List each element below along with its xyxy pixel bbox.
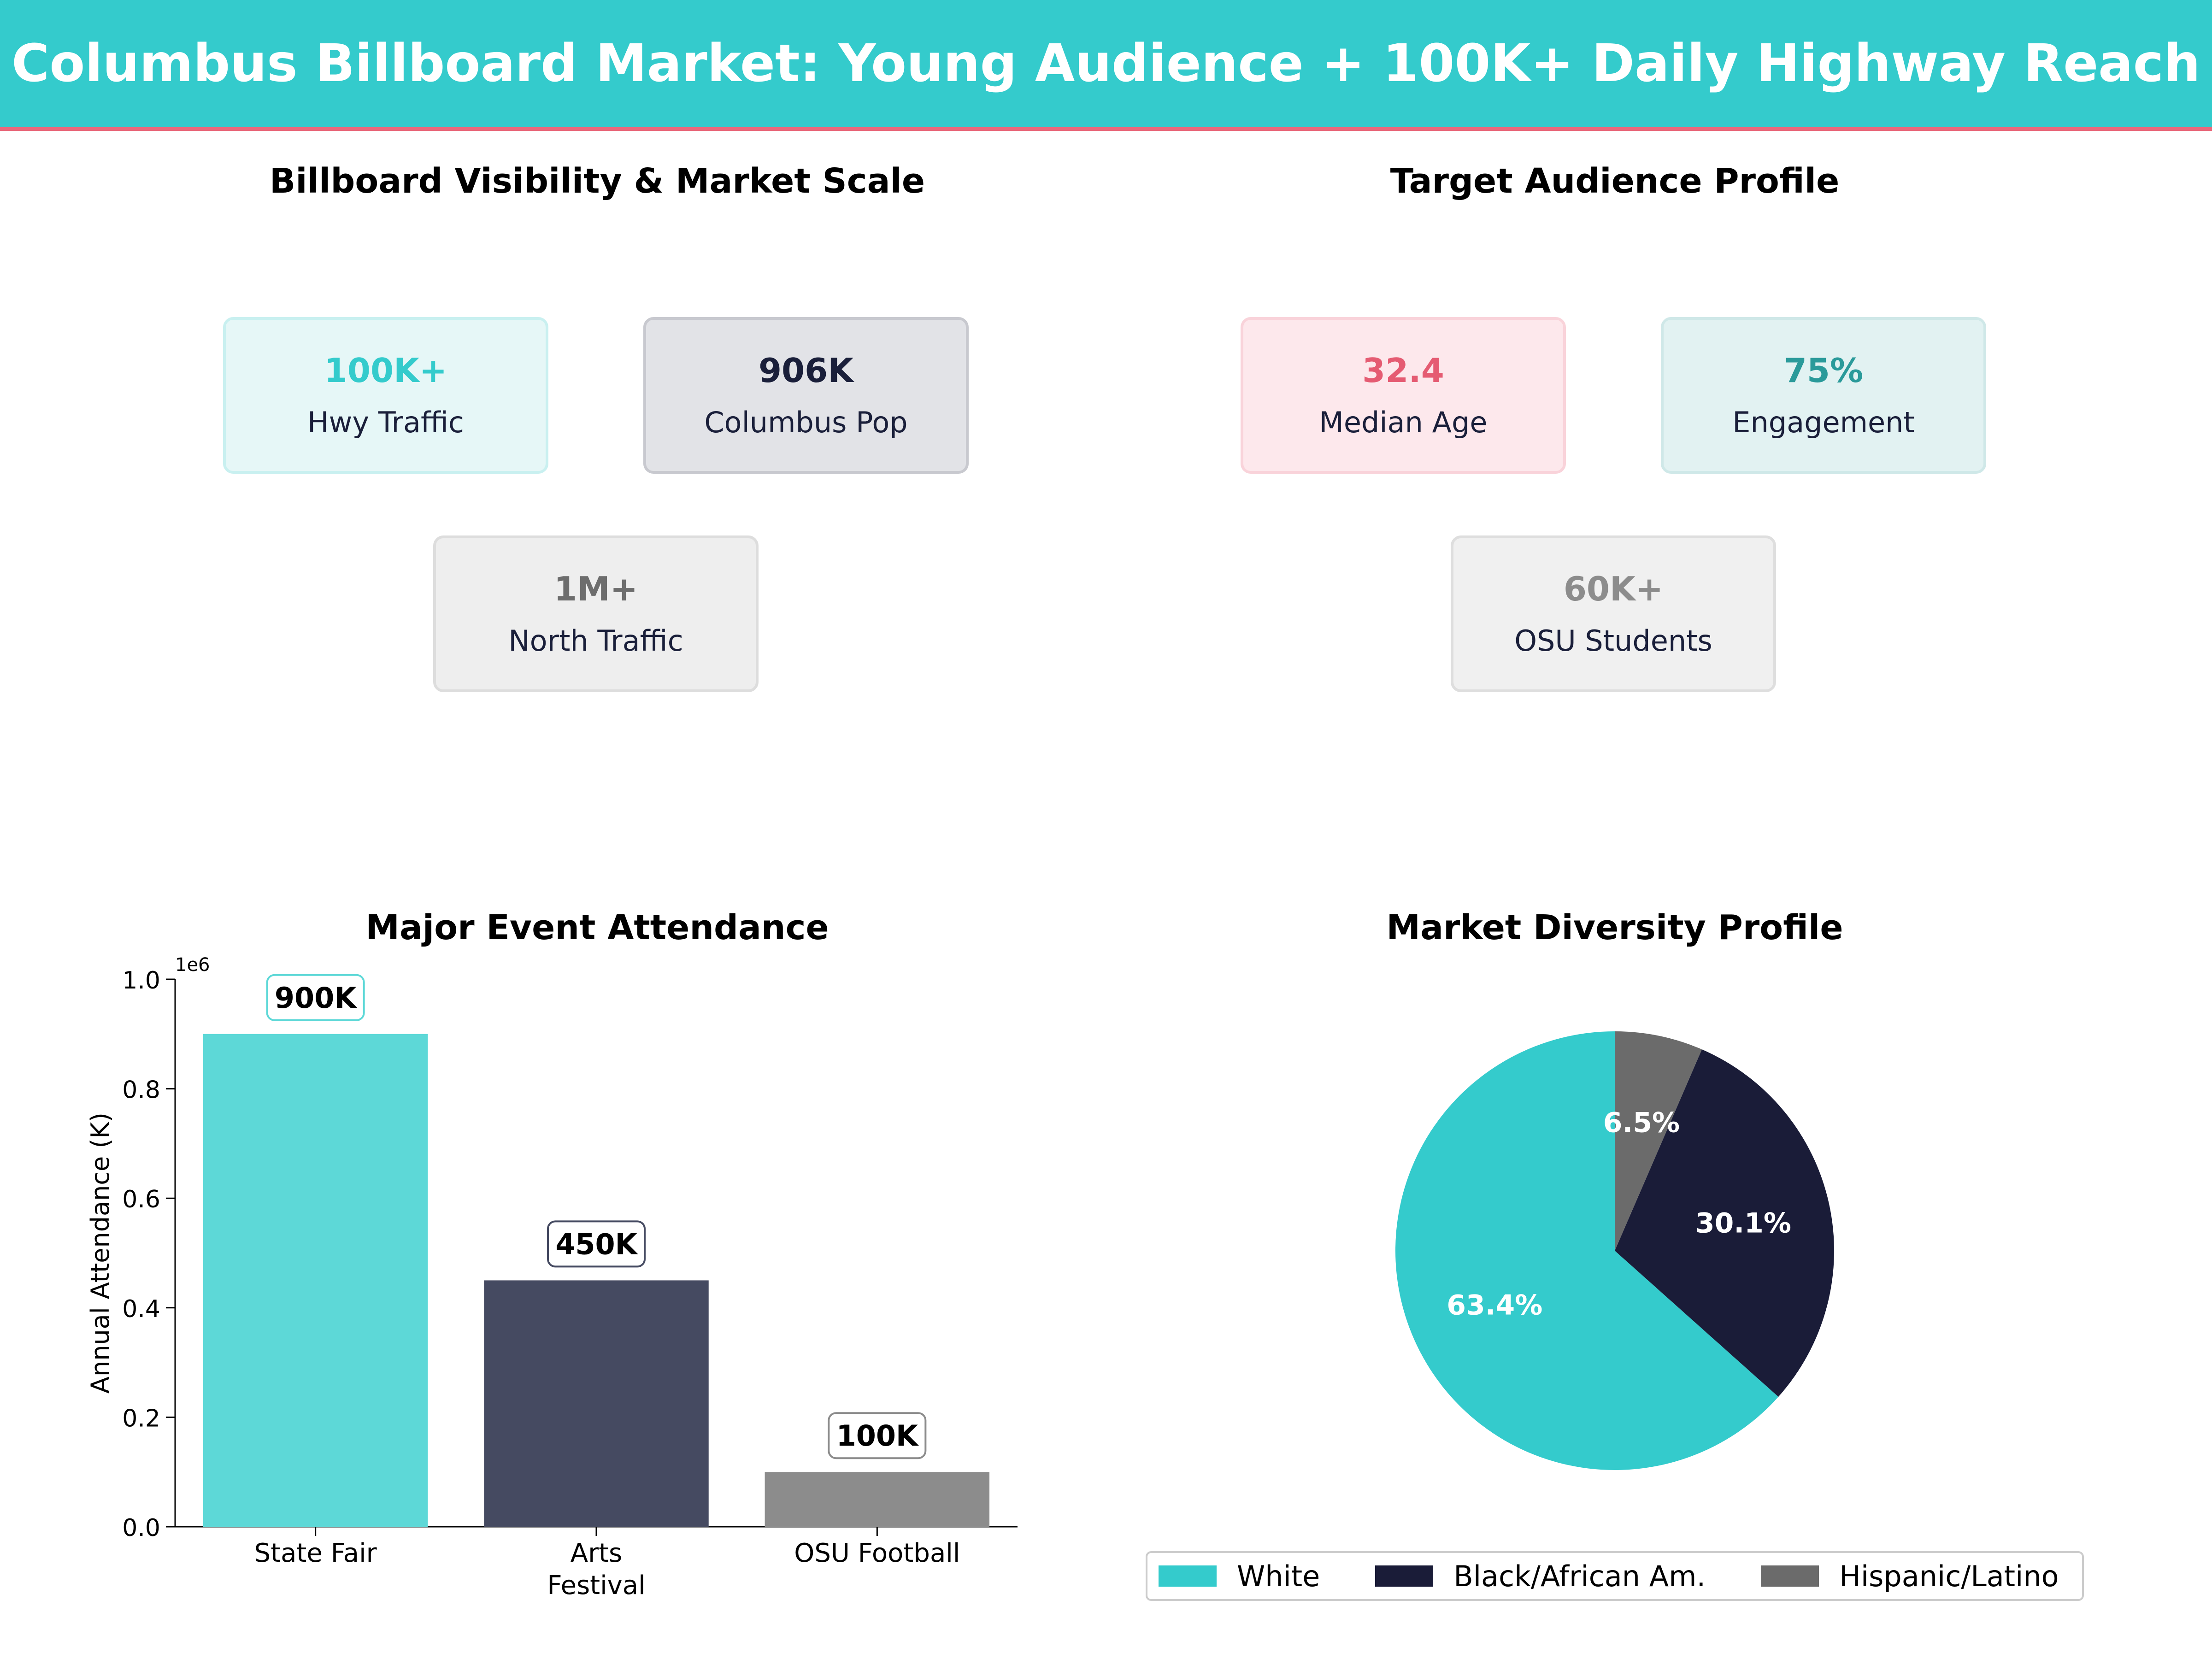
data-label-box [547, 1220, 646, 1268]
y-tick-label: 0.2 [122, 1405, 160, 1432]
data-label: 450K [555, 1227, 638, 1261]
kpi-card-engagement: 75% Engagement [1661, 317, 1986, 474]
pie-slice [1615, 1049, 1834, 1397]
legend-label: Hispanic/Latino [1839, 1559, 2059, 1593]
legend-item: Black/African Am. [1375, 1559, 1706, 1593]
kpi-label: Columbus Pop [704, 406, 908, 439]
bar [203, 1034, 428, 1527]
y-tick-label: 0.4 [122, 1295, 160, 1323]
y-tick-label: 1.0 [122, 967, 160, 994]
x-tick-label: State Fair [254, 1538, 377, 1568]
diversity-pie-chart: Market Diversity Profile 63.4% 30.1% 6.5% [1386, 908, 1843, 1470]
data-label: 900K [275, 981, 357, 1015]
pie-slice-label: 63.4% [1447, 1289, 1542, 1322]
data-label: 100K [836, 1419, 919, 1453]
pie-slice-label: 30.1% [1695, 1207, 1791, 1240]
data-label-box [266, 974, 365, 1021]
pie-chart-title: Market Diversity Profile [1386, 908, 1843, 947]
kpi-value: 60K+ [1563, 570, 1664, 608]
kpi-card-hwy-traffic: 100K+ Hwy Traffic [223, 317, 548, 474]
kpi-label: Hwy Traffic [307, 406, 464, 439]
bar [484, 1280, 709, 1527]
legend-label: Black/African Am. [1453, 1559, 1706, 1593]
y-scale-label: 1e6 [175, 954, 210, 976]
kpi-value: 906K [758, 351, 854, 390]
bar [765, 1472, 990, 1527]
legend-label: White [1237, 1559, 1320, 1593]
kpi-card-columbus-pop: 906K Columbus Pop [643, 317, 969, 474]
page-title: Columbus Billboard Market: Young Audienc… [12, 34, 2200, 94]
kpi-card-median-age: 32.4 Median Age [1241, 317, 1566, 474]
pie-slice [1395, 1031, 1779, 1470]
kpi-label: Median Age [1319, 406, 1488, 439]
x-tick-label: Festival [547, 1571, 645, 1600]
y-axis-label: Annual Attendance (K) [86, 1112, 115, 1394]
pie-slice-label: 6.5% [1603, 1106, 1680, 1139]
kpi-value: 100K+ [324, 351, 447, 390]
pie-legend: White Black/African Am. Hispanic/Latino [1146, 1551, 2084, 1601]
y-tick-label: 0.6 [122, 1186, 160, 1213]
kpi-value: 75% [1783, 351, 1864, 390]
legend-swatch [1761, 1565, 1819, 1587]
pie-slice [1615, 1031, 1702, 1251]
data-label-box [828, 1412, 927, 1459]
header-banner: Columbus Billboard Market: Young Audienc… [0, 0, 2212, 131]
kpi-value: 1M+ [553, 570, 638, 608]
legend-swatch [1375, 1565, 1434, 1587]
kpi-label: North Traffic [508, 624, 683, 658]
kpi-card-osu-students: 60K+ OSU Students [1451, 535, 1776, 692]
audience-panel-title: Target Audience Profile [1390, 161, 1840, 201]
y-tick-label: 0.0 [122, 1514, 160, 1542]
visibility-panel-title: Billboard Visibility & Market Scale [269, 161, 925, 201]
kpi-card-north-traffic: 1M+ North Traffic [433, 535, 759, 692]
legend-swatch [1159, 1565, 1217, 1587]
y-tick-label: 0.8 [122, 1077, 160, 1104]
kpi-value: 32.4 [1362, 351, 1444, 390]
bar-chart-title: Major Event Attendance [365, 908, 829, 947]
attendance-bar-chart: Major Event Attendance 0.0 0.2 0.4 0.6 0.8 1.… [86, 908, 1018, 1600]
x-tick-label: Arts [571, 1538, 622, 1568]
kpi-label: OSU Students [1514, 624, 1712, 658]
legend-item: Hispanic/Latino [1761, 1559, 2059, 1593]
kpi-label: Engagement [1732, 406, 1915, 439]
x-tick-label: OSU Football [794, 1538, 960, 1568]
legend-item: White [1159, 1559, 1320, 1593]
